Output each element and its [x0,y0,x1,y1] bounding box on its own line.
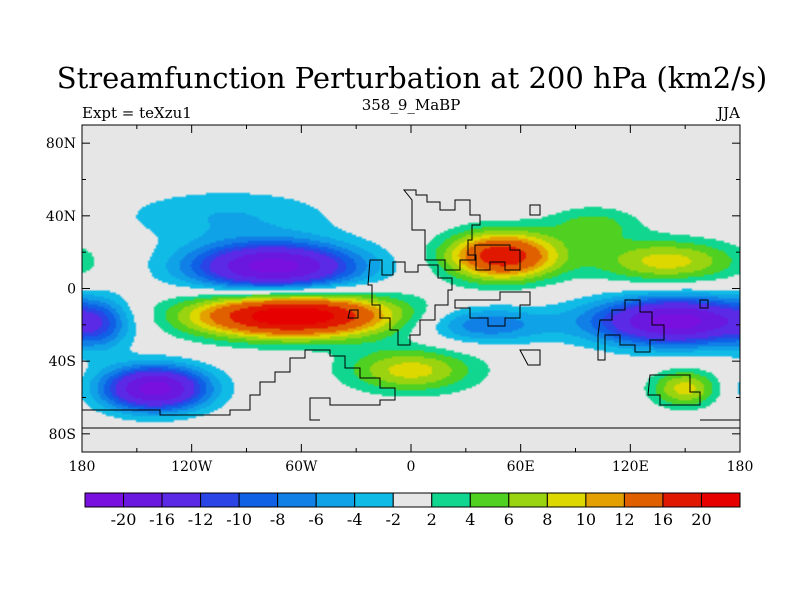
colorbar-swatch [161,492,202,508]
axis-ticks [81,125,741,452]
colorbar: -20 -16 -12 -10 -8 -6 -4 -2 2 4 6 8 10 12 16 20 [84,492,741,529]
colorbar-label: -20 [111,510,137,529]
map-field [82,125,740,452]
coastlines [82,189,740,429]
colorbar-label: -12 [188,510,214,529]
colorbar-swatch [508,492,548,508]
colorbar-label: 10 [576,510,596,529]
colorbar-label: 20 [691,510,711,529]
colorbar-swatch [700,492,741,508]
left-label: Expt = teXzu1 [82,104,192,122]
colorbar-label: -16 [149,510,175,529]
y-tick-label: 0 [67,282,76,298]
colorbar-label: -4 [347,510,363,529]
x-tick-label: 120E [612,459,649,475]
colorbar-swatch [392,492,433,508]
colorbar-swatch [546,492,587,508]
colorbar-label: 16 [653,510,673,529]
center-label: 358_9_MaBP [362,96,461,114]
colorbar-swatch [238,492,279,508]
colorbar-swatch [277,492,317,508]
right-label: JJA [715,104,740,122]
colorbar-swatch [200,492,240,508]
colorbar-label: -6 [308,510,324,529]
x-tick-label: 60E [507,459,535,475]
colorbar-label: -10 [226,510,252,529]
x-tick-label: 120W [171,459,213,475]
colorbar-swatch [662,492,702,508]
colorbar-swatch [469,492,510,508]
y-tick-label: 40S [49,354,76,370]
colorbar-swatch [623,492,664,508]
x-tick-label: 0 [407,459,416,475]
colorbar-label: 6 [504,510,514,529]
x-tick-labels: 180 120W 60W 0 60E 120E 180 [69,459,754,475]
x-tick-label: 180 [69,459,96,475]
colorbar-label: -8 [270,510,286,529]
heatmap-field [82,125,740,452]
colorbar-swatch [585,492,625,508]
colorbar-label: 12 [614,510,634,529]
y-tick-labels: 80N 40N 0 40S 80S [46,136,76,443]
x-tick-label: 60W [285,459,318,475]
colorbar-label: 8 [542,510,552,529]
colorbar-label: 2 [427,510,437,529]
x-tick-label: 180 [727,459,754,475]
colorbar-swatch [431,492,471,508]
y-tick-label: 80N [46,136,76,152]
y-tick-label: 40N [46,209,76,225]
colorbar-swatch [84,492,125,508]
colorbar-label: 4 [465,510,475,529]
colorbar-swatch [315,492,356,508]
y-tick-label: 80S [49,427,76,443]
colorbar-swatch [354,492,394,508]
colorbar-swatch [123,492,163,508]
chart-title: Streamfunction Perturbation at 200 hPa (… [57,61,767,95]
colorbar-label: -2 [385,510,401,529]
